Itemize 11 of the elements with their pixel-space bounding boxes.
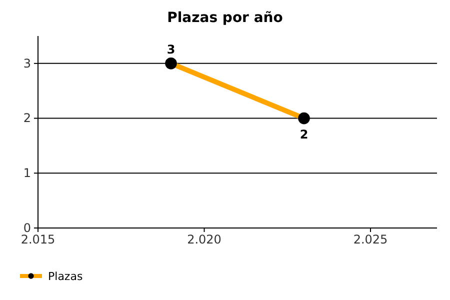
data-label: 3 <box>166 42 176 56</box>
x-tick-label: 2.015 <box>20 232 56 247</box>
y-tick-label: 1 <box>23 166 31 180</box>
chart-title: Plazas por año <box>167 10 284 26</box>
y-tick-label: 3 <box>23 56 31 70</box>
data-label: 2 <box>300 127 308 142</box>
y-tick-label: 2 <box>23 111 31 126</box>
legend-label: Plazas <box>48 270 83 283</box>
x-tick-label: 2.020 <box>187 232 222 247</box>
y-tick-label: 0 <box>23 220 31 235</box>
x-tick-label: 2.025 <box>353 232 388 247</box>
